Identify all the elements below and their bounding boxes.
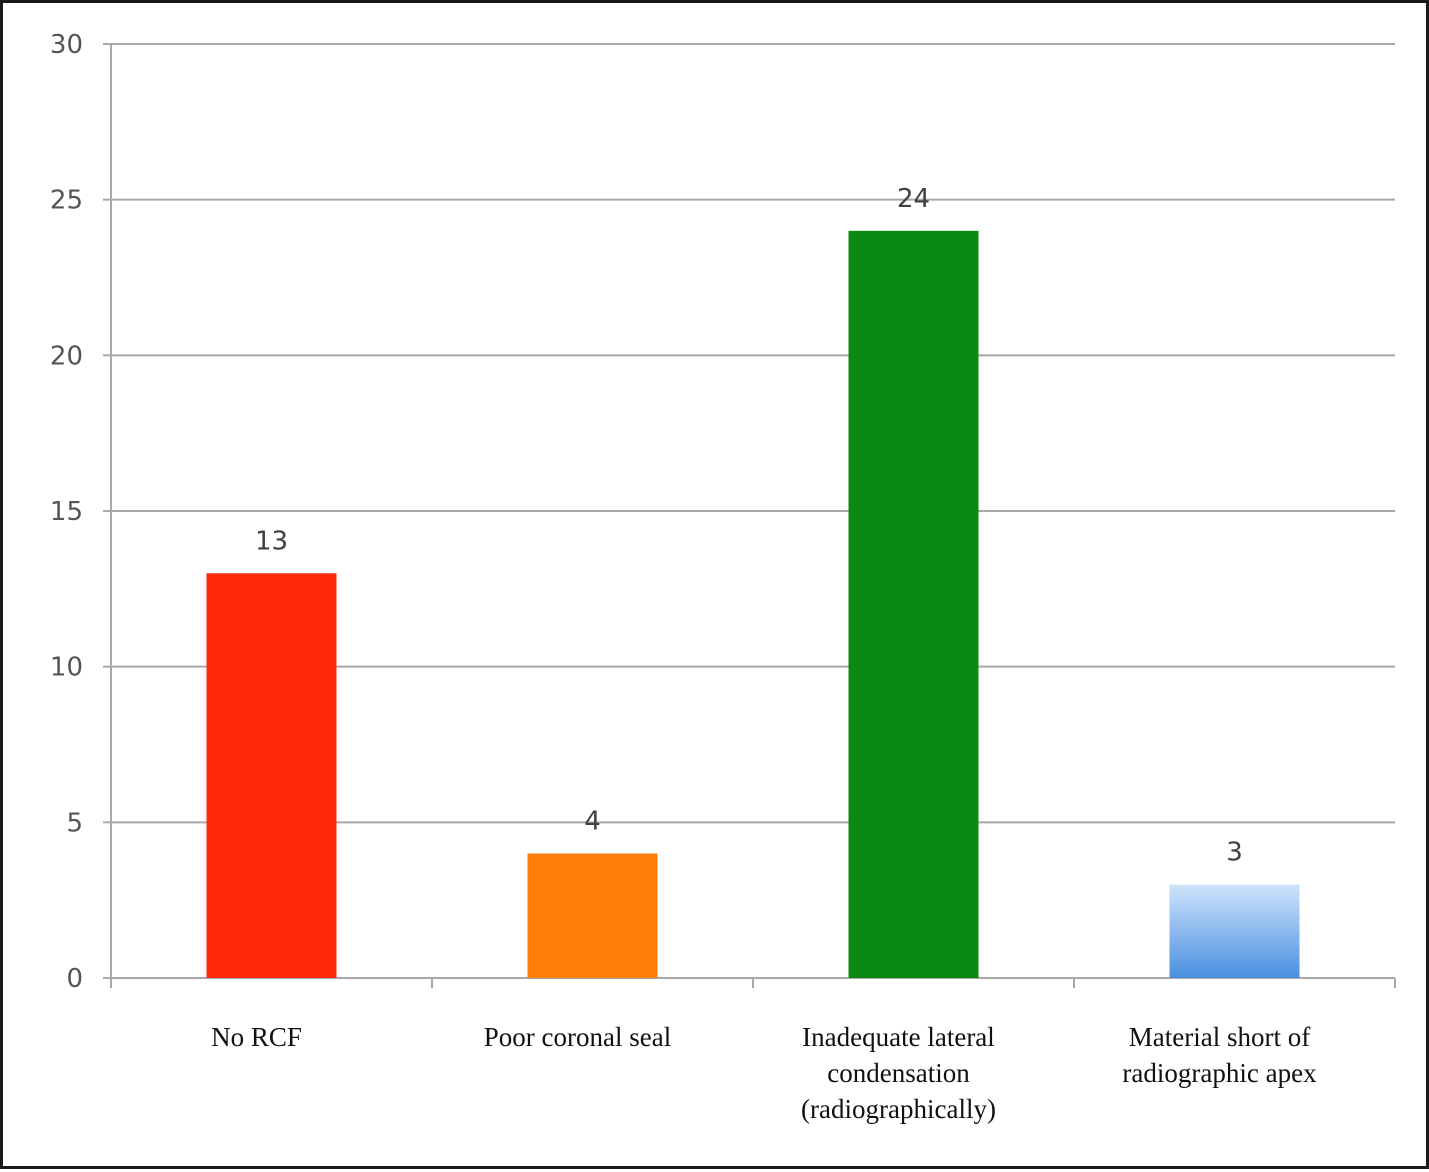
y-tick-labels: 0 5 10 15 20 25 30 xyxy=(50,30,83,994)
y-tick-label: 15 xyxy=(50,497,83,527)
data-labels: 13 4 24 3 xyxy=(255,184,1243,868)
bar-4 xyxy=(1169,884,1300,978)
category-label-line: (radiographically) xyxy=(801,1094,996,1124)
category-label-line: Inadequate lateral xyxy=(802,1022,995,1052)
data-label: 13 xyxy=(255,526,288,556)
category-label-line: Poor coronal seal xyxy=(484,1022,671,1052)
y-tick-label: 30 xyxy=(50,30,83,60)
data-label: 3 xyxy=(1226,838,1243,868)
category-label-line: radiographic apex xyxy=(1122,1058,1317,1088)
y-tick-label: 5 xyxy=(66,808,83,838)
category-label: Material short of radiographic apex xyxy=(1122,1022,1317,1088)
bar-2 xyxy=(527,853,658,978)
category-label-line: Material short of xyxy=(1129,1022,1310,1052)
category-label-line: condensation xyxy=(827,1058,970,1088)
category-label: Poor coronal seal xyxy=(484,1022,671,1052)
y-tick-label: 10 xyxy=(50,653,83,683)
y-tick-label: 25 xyxy=(50,186,83,216)
bar-1 xyxy=(206,573,337,978)
category-labels: No RCF Poor coronal seal Inadequate latera… xyxy=(211,1022,1317,1124)
category-label: Inadequate lateral condensation (radiograp… xyxy=(801,1022,996,1124)
y-tick-label: 0 xyxy=(66,964,83,994)
y-tick-label: 20 xyxy=(50,341,83,371)
category-label-line: No RCF xyxy=(211,1022,302,1052)
data-label: 24 xyxy=(897,184,930,214)
bar-chart: 0 5 10 15 20 25 30 13 4 24 3 No RCF Poor coronal s… xyxy=(50,30,1396,1124)
data-label: 4 xyxy=(584,806,601,836)
bar-3 xyxy=(848,230,979,979)
category-label: No RCF xyxy=(211,1022,302,1052)
bars xyxy=(206,230,1300,979)
